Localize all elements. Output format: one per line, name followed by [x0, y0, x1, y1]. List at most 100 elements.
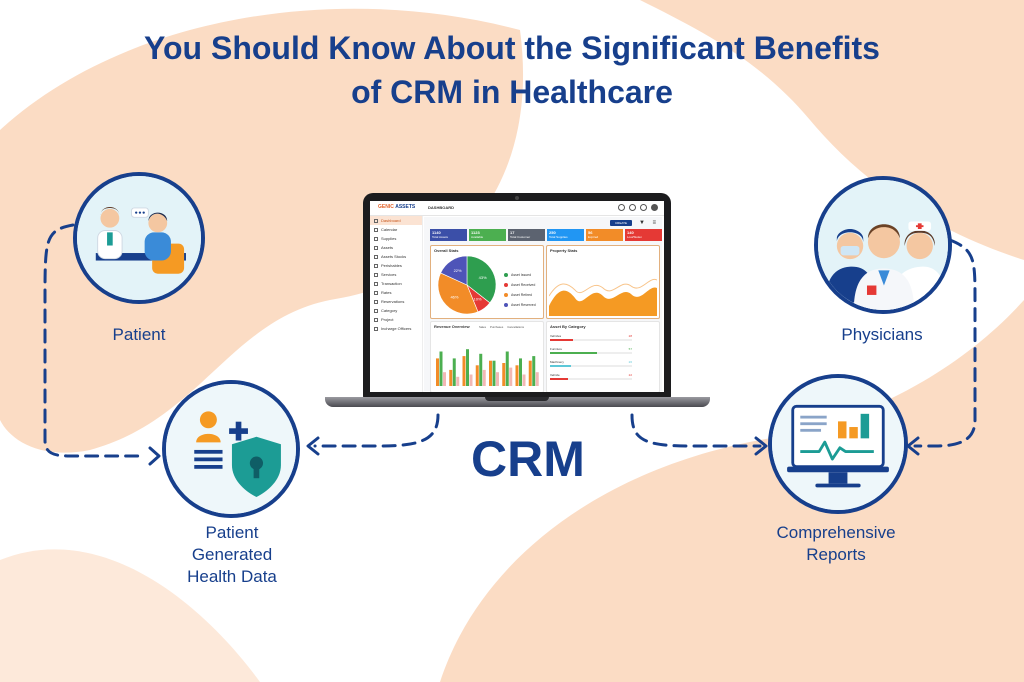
arrowhead-data-right — [306, 436, 320, 456]
revenue-bar-cancellations[interactable] — [443, 372, 446, 386]
revenue-bar-sales[interactable] — [449, 369, 453, 386]
sidebar-item-services[interactable]: Services — [370, 270, 422, 279]
kpi-label: Total Assets — [432, 235, 449, 239]
revenue-bar-purchases[interactable] — [532, 356, 536, 386]
overall-stats-title: Overall Stats — [434, 248, 459, 253]
sidebar-item-assets[interactable]: Assets — [370, 243, 422, 252]
health-data-node — [162, 380, 300, 518]
revenue-bar-cancellations[interactable] — [509, 367, 513, 386]
revenue-bar-purchases[interactable] — [466, 349, 469, 386]
revenue-bar-purchases[interactable] — [519, 358, 522, 386]
sidebar-item-dashboard[interactable]: Dashboard — [370, 216, 422, 225]
avatar[interactable] — [651, 204, 658, 211]
sidebar-item-label: Rates — [381, 290, 392, 295]
asset-category-value: 22 — [628, 373, 632, 377]
arrowhead-data-left — [148, 446, 161, 466]
sidebar-item-perishables[interactable]: Perishables — [370, 261, 422, 270]
laptop-illustration: GENIC ASSETS DASHBOARD Dashboard Calendar… — [325, 193, 710, 415]
revenue-bar-sales[interactable] — [436, 358, 439, 386]
revenue-bar-purchases[interactable] — [439, 351, 443, 387]
connector-patient-to-data — [43, 223, 147, 458]
revenue-bar-sales[interactable] — [475, 365, 479, 386]
sidebar-item-label: Reservations — [381, 299, 405, 304]
asset-category-item: Vehicle 22 — [550, 373, 632, 380]
asset-category-bar — [550, 378, 632, 380]
sidebar-item-icon — [374, 317, 378, 322]
kpi-card[interactable]: 1140 Total Assets — [430, 229, 467, 241]
health-data-label: Patient Generated Health Data — [150, 522, 314, 588]
pie-slice-asset-reserved[interactable] — [440, 255, 468, 286]
revenue-bar-sales[interactable] — [489, 360, 492, 386]
revenue-bar-cancellations[interactable] — [496, 372, 499, 386]
sidebar-item-incharge-officers[interactable]: Incharge Officers — [370, 324, 422, 333]
kpi-value: 1123 — [471, 230, 480, 235]
sidebar-item-label: Supplies — [381, 236, 397, 241]
kpi-label: Lost/Stolen — [627, 235, 643, 239]
sidebar-item-project[interactable]: Project — [370, 315, 422, 324]
legend-item: Asset Reserved — [504, 300, 536, 310]
app-logo: GENIC ASSETS — [378, 204, 415, 210]
sidebar-item-icon — [374, 299, 378, 304]
create-button[interactable]: CREATE — [610, 220, 632, 226]
revenue-bar-purchases[interactable] — [479, 353, 483, 386]
sidebar-item-calendar[interactable]: Calendar — [370, 225, 422, 234]
revenue-bar-cancellations[interactable] — [469, 374, 473, 387]
sidebar-item-reservations[interactable]: Reservations — [370, 297, 422, 306]
pie-slice-label: 46% — [450, 295, 458, 300]
kpi-card[interactable]: 1123 Available — [469, 229, 506, 241]
sidebar-item-supplies[interactable]: Supplies — [370, 234, 422, 243]
laptop-base — [325, 397, 710, 407]
asset-category-label: Vehicles — [550, 334, 562, 338]
overall-stats-legend: Asset Issued Asset Received Asset Retired A… — [504, 270, 536, 310]
revenue-bar-cancellations[interactable] — [535, 372, 539, 386]
sidebar-item-rates[interactable]: Rates — [370, 288, 422, 297]
kpi-label: Expired — [588, 235, 599, 239]
sidebar-item-category[interactable]: Category — [370, 306, 422, 315]
pie-slice-label: 43% — [479, 275, 487, 280]
pie-slice-asset-issued[interactable] — [466, 255, 497, 304]
physicians-label: Physicians — [841, 325, 923, 344]
peach-blob-bottom-left — [0, 549, 260, 682]
filter-icon[interactable]: ▼ — [639, 220, 645, 226]
pie-slice-asset-retired[interactable] — [437, 272, 479, 315]
sidebar-item-icon — [374, 272, 378, 277]
revenue-bar-cancellations[interactable] — [522, 374, 526, 387]
kpi-value: 250 — [549, 230, 556, 235]
page-title-line-2: of CRM in Healthcare — [351, 74, 673, 110]
laptop-notch — [485, 397, 549, 401]
revenue-bar-sales[interactable] — [515, 365, 519, 386]
arrowhead-reports-right — [906, 436, 920, 456]
revenue-bar-cancellations[interactable] — [482, 369, 486, 386]
kpi-card[interactable]: 56 Expired — [586, 229, 623, 241]
revenue-bar-purchases[interactable] — [452, 358, 456, 386]
revenue-bar-purchases[interactable] — [492, 360, 496, 386]
sidebar-item-icon — [374, 218, 378, 223]
doctor-patient-consultation-icon — [77, 176, 201, 300]
notification-icon[interactable] — [629, 204, 636, 211]
legend-label: Asset Received — [511, 283, 536, 287]
revenue-bar-purchases[interactable] — [505, 351, 509, 387]
revenue-bar-sales[interactable] — [462, 356, 466, 386]
kpi-card[interactable]: 250 Total Supplies — [547, 229, 584, 241]
asset-category-bar-fill — [550, 365, 572, 367]
sidebar-item-assets-stocks[interactable]: Assets Stocks — [370, 252, 422, 261]
health-data-label-line-3: Health Data — [187, 567, 277, 586]
sidebar-item-transaction[interactable]: Transaction — [370, 279, 422, 288]
sidebar-item-icon — [374, 254, 378, 259]
breadcrumb: DASHBOARD — [428, 205, 454, 210]
revenue-bar-sales[interactable] — [528, 360, 532, 386]
legend-swatch — [504, 293, 508, 297]
search-icon[interactable] — [618, 204, 625, 211]
revenue-bar-sales[interactable] — [502, 363, 506, 386]
sidebar-item-icon — [374, 290, 378, 295]
revenue-bar-cancellations[interactable] — [456, 376, 460, 386]
menu-icon[interactable]: ≡ — [652, 220, 656, 226]
kpi-card[interactable]: 17 Total Customer — [508, 229, 545, 241]
sidebar-item-icon — [374, 308, 378, 313]
kpi-card[interactable]: 140 Lost/Stolen — [625, 229, 662, 241]
kpi-value: 140 — [627, 230, 634, 235]
settings-icon[interactable] — [640, 204, 647, 211]
asset-category-value: 28 — [628, 334, 632, 338]
sidebar-item-label: Perishables — [381, 263, 402, 268]
kpi-value: 56 — [588, 230, 593, 235]
